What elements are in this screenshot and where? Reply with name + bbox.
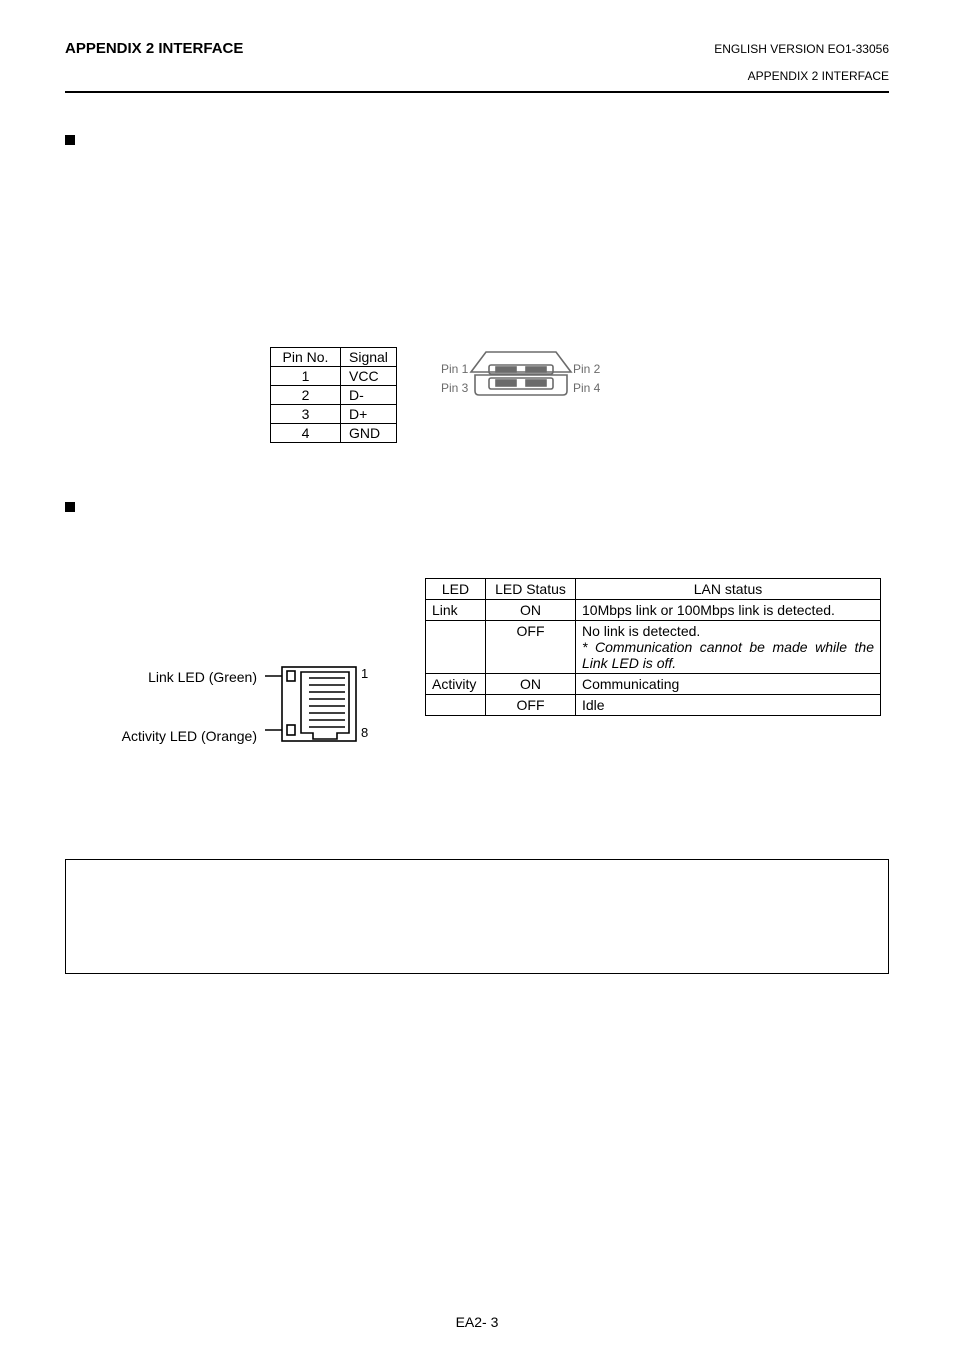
header-left: APPENDIX 2 INTERFACE (65, 40, 243, 57)
pin-label: Pin 1 (441, 362, 469, 376)
usb-pin-table: Pin No. Signal 1 VCC 2 D- 3 D+ 4 GND (270, 347, 397, 443)
pin-label: Pin 3 (441, 381, 469, 395)
lan-table-header: LAN status (576, 579, 881, 600)
header-right: ENGLISH VERSION EO1-33056 (714, 42, 889, 56)
pin-table-cell: D+ (341, 405, 397, 424)
section-bullet (65, 502, 75, 512)
usb-connector-diagram: Pin 1 Pin 2 Pin 3 Pin 4 (441, 347, 601, 415)
lan-table-cell: OFF (486, 695, 576, 716)
pin-label: Pin 4 (573, 381, 601, 395)
header-sub-right: APPENDIX 2 INTERFACE (65, 69, 889, 83)
pin-table-cell: 2 (271, 386, 341, 405)
lan-table-cell (426, 621, 486, 674)
lan-table-cell: Activity (426, 674, 486, 695)
pin-table-header: Signal (341, 348, 397, 367)
lan-table-cell: Idle (576, 695, 881, 716)
pin-table-header: Pin No. (271, 348, 341, 367)
pin-table-cell: 1 (271, 367, 341, 386)
lan-table-header: LED (426, 579, 486, 600)
pin-table-cell: D- (341, 386, 397, 405)
page-footer: EA2- 3 (65, 1314, 889, 1330)
link-led-label: Link LED (Green) (148, 669, 257, 685)
rj45-pin-num: 8 (361, 725, 368, 740)
pin-label: Pin 2 (573, 362, 601, 376)
pin-table-cell: VCC (341, 367, 397, 386)
pin-table-cell: GND (341, 424, 397, 443)
lan-table-cell: ON (486, 600, 576, 621)
section-bullet (65, 135, 75, 145)
lan-status-table: LED LED Status LAN status Link ON 10Mbps… (425, 578, 881, 716)
lan-table-cell: 10Mbps link or 100Mbps link is detected. (576, 600, 881, 621)
activity-led-label: Activity LED (Orange) (122, 728, 257, 744)
rj45-pin-num: 1 (361, 666, 368, 681)
lan-table-cell: ON (486, 674, 576, 695)
lan-table-cell: OFF (486, 621, 576, 674)
rj45-diagram: 1 8 (265, 664, 375, 744)
lan-table-cell (426, 695, 486, 716)
lan-table-cell: No link is detected. * Communication can… (576, 621, 881, 674)
lan-table-cell: Communicating (576, 674, 881, 695)
lan-table-header: LED Status (486, 579, 576, 600)
header-rule (65, 91, 889, 93)
caution-box (65, 859, 889, 974)
pin-table-cell: 3 (271, 405, 341, 424)
lan-table-cell: Link (426, 600, 486, 621)
pin-table-cell: 4 (271, 424, 341, 443)
